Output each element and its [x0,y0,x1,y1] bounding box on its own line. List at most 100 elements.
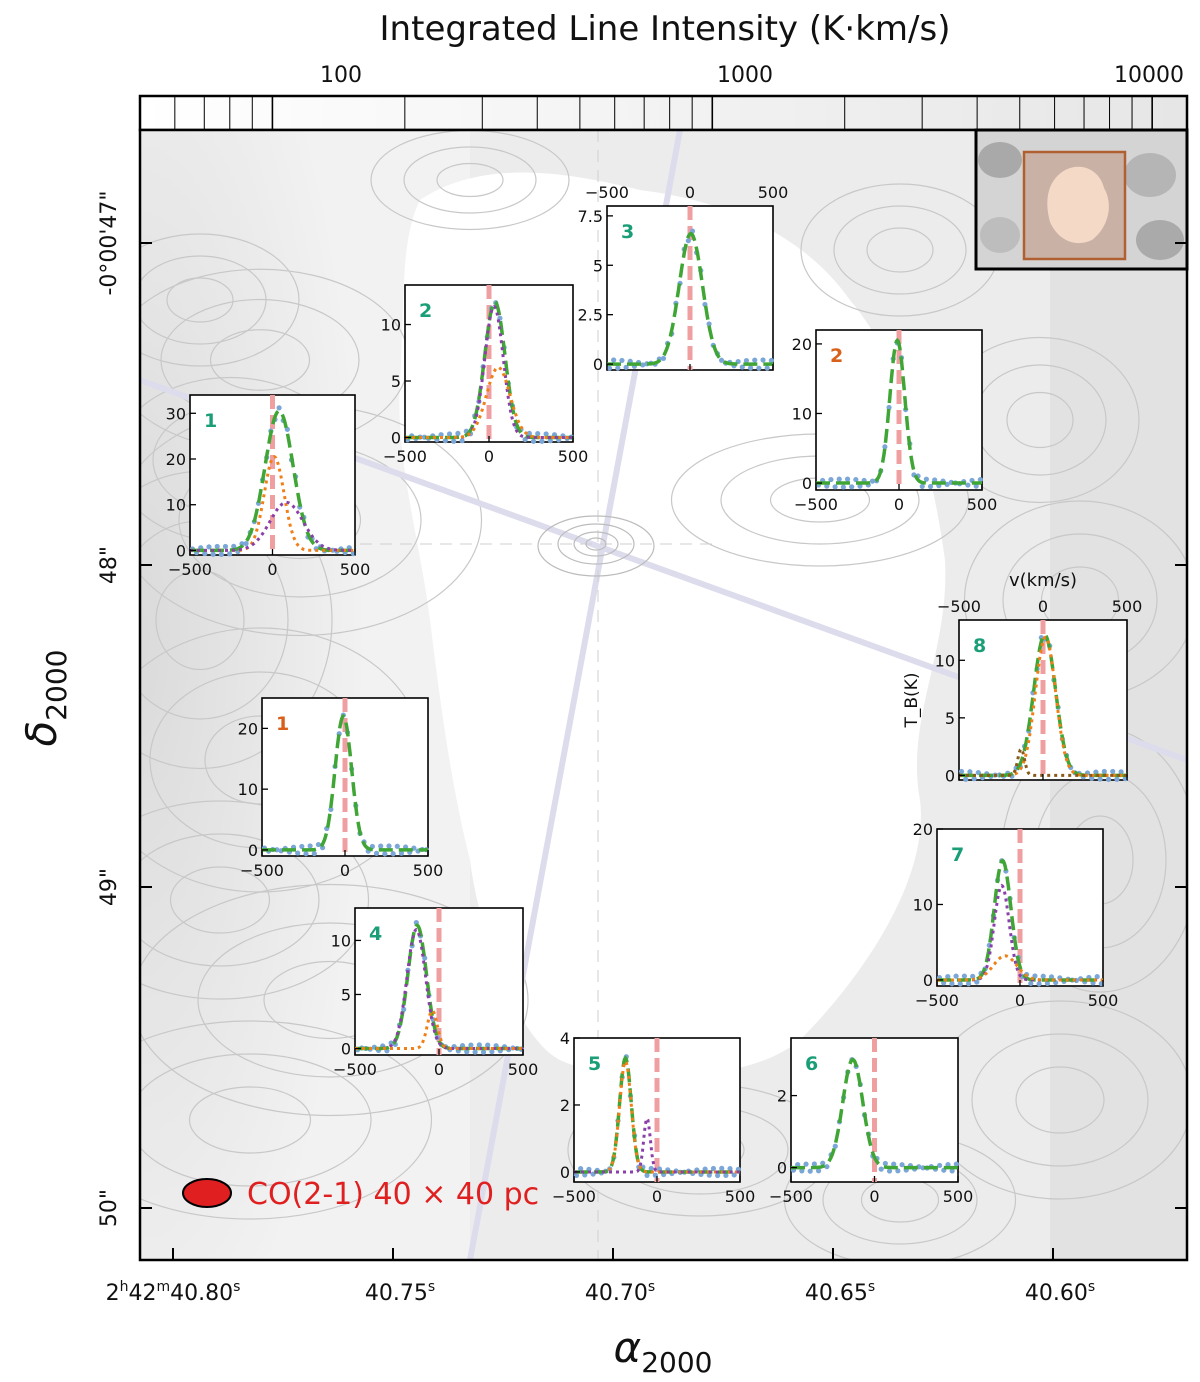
data-point [539,438,545,444]
x-tick-label: 0 [869,1187,879,1206]
panel-label: 8 [973,635,986,657]
data-point [815,1168,822,1174]
data-point [1036,981,1042,987]
colorbar: 100 1000 10000 [138,63,1189,132]
data-point [446,431,453,437]
data-point [844,476,851,482]
data-point [811,1161,817,1167]
x-tick-label: −500 [333,1060,377,1079]
x-tick-label: 500 [340,560,371,579]
data-point [1093,769,1099,775]
y-tick-label: 4 [560,1029,570,1048]
data-point [1094,974,1100,980]
data-point [307,843,313,849]
colorbar-tick-label-1000: 1000 [717,63,773,88]
data-point [944,481,950,487]
y-tick-label: 0 [593,355,603,374]
y-tick-label: 10 [913,895,933,914]
data-point [857,483,863,489]
x-tick-label: −500 [585,183,629,202]
y-tick-label: 5 [593,256,603,275]
data-point [886,404,892,411]
panel-label: 6 [805,1053,818,1075]
y-tick-label: 0 [560,1163,570,1182]
data-point [807,1168,813,1174]
data-point [1101,768,1107,775]
data-point [214,543,220,550]
fit-curve-comp_purple [190,500,355,552]
x-tick-label: 0 [340,861,350,880]
data-point [619,357,625,364]
data-point [422,955,428,961]
data-point [388,1040,394,1046]
data-point [210,551,216,557]
y-tick-label: 10 [238,780,258,799]
data-point [231,543,237,549]
data-point [543,431,549,437]
data-point [849,484,855,490]
contour-line [140,883,529,1117]
y-tick-label: 0 [777,1159,787,1178]
x-tick-label: −500 [915,991,959,1010]
data-point [927,483,934,490]
data-point [1114,776,1120,782]
x-tick-label: 500 [413,861,444,880]
data-point [1040,973,1046,979]
data-point [974,979,980,985]
data-point [945,974,951,980]
data-point [919,483,925,490]
data-point [965,981,972,987]
y-tick-label: 5 [341,985,351,1004]
data-point [967,769,973,775]
y-tick-label: 20 [792,335,812,354]
data-point [530,438,537,444]
x-tick-label: 500 [943,1187,974,1206]
data-point [828,476,834,483]
data-point [723,1172,729,1179]
data-point [648,1165,654,1172]
data-point [923,476,929,482]
contour-line [155,569,245,671]
data-point [706,321,712,327]
data-point [1118,769,1124,775]
data-point [526,430,532,436]
data-point [468,1042,474,1048]
fit-curve-total [190,409,355,553]
x-tick-label: −500 [383,447,427,466]
data-point [472,1049,478,1055]
data-point [820,1160,826,1166]
data-point [398,850,405,856]
data-point [882,1160,888,1167]
y-tick-label: 0 [945,766,955,785]
y-tick-label: 20 [238,719,258,738]
contour-line [140,1053,372,1187]
fit-curve-comp_orange [405,365,573,439]
panel-label: 7 [951,844,964,866]
contour-line [1006,391,1074,449]
panel-label: 1 [276,713,289,735]
fit-curve-total [262,713,428,852]
x-tick-label: 500 [725,1187,756,1206]
data-point [394,843,400,849]
map-axis-ticks [140,242,1187,1260]
x-tick-label: 0 [1038,597,1048,616]
spectrum-panel-4: −500 0 500 0 10 20 2 [792,329,998,514]
data-point [953,973,959,979]
data-point [485,1042,491,1048]
ra-axis-title: α2000 [614,1323,713,1379]
data-point [970,973,976,979]
data-point [878,1166,884,1172]
x-tick-label: 500 [1088,991,1119,1010]
data-point [442,438,448,444]
data-point [623,364,629,370]
data-point [386,843,392,849]
x-tick-label: 500 [967,495,998,514]
data-point [227,551,233,557]
spectrum-panel-9: −500 0 500 0 2 45 [552,1029,755,1206]
y-tick-label: 0 [341,1040,351,1059]
data-point [299,843,305,850]
panel-label: 2 [419,300,432,322]
data-point [390,851,396,857]
x-tick-label: 0 [652,1187,662,1206]
